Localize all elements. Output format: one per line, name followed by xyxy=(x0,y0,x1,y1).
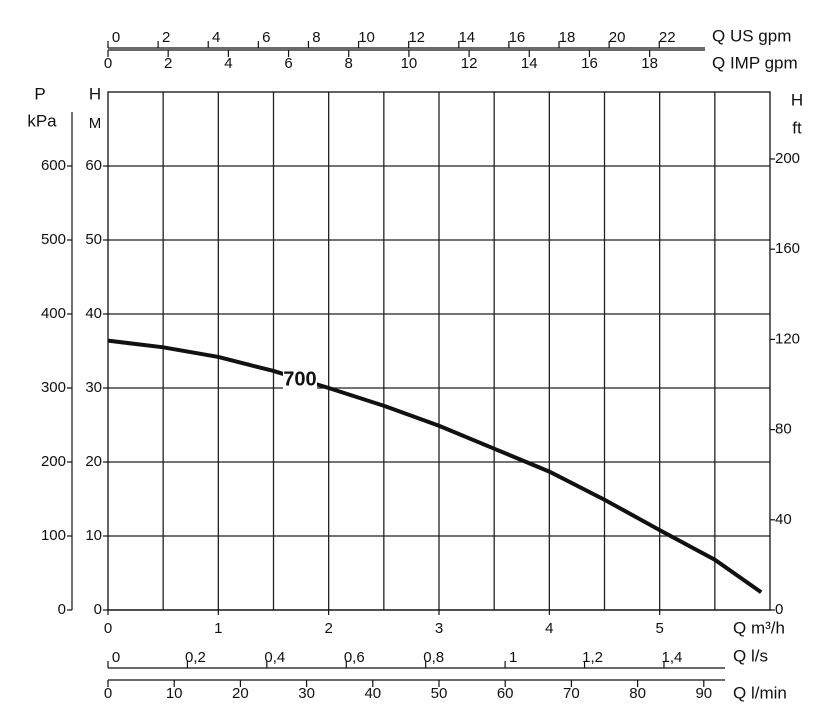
x-tick-label: 0 xyxy=(104,620,112,637)
x-tick-label: 3 xyxy=(435,620,443,637)
flow-tick-label: 12 xyxy=(461,55,478,72)
x-tick-label: 5 xyxy=(655,620,663,637)
flow-tick-label: 60 xyxy=(497,685,514,702)
flow-axis-label: Q l/min xyxy=(733,683,787,702)
y-label: H xyxy=(89,84,101,103)
pressure-tick-label: 200 xyxy=(41,453,66,470)
y2-tick-label: 120 xyxy=(775,330,800,347)
y-tick-label: 60 xyxy=(85,157,102,174)
flow-tick-label: 70 xyxy=(563,685,580,702)
y2-tick-label: 80 xyxy=(775,421,792,438)
flow-tick-label: 14 xyxy=(458,29,475,46)
flow-tick-label: 18 xyxy=(641,55,658,72)
flow-tick-label: 90 xyxy=(695,685,712,702)
pressure-tick-label: 500 xyxy=(41,231,66,248)
x-tick-label: 2 xyxy=(324,620,332,637)
flow-tick-label: 1,2 xyxy=(582,649,603,666)
flow-tick-label: 16 xyxy=(581,55,598,72)
flow-tick-label: 0,4 xyxy=(264,649,285,666)
flow-axis-label: Q IMP gpm xyxy=(712,53,798,72)
flow-tick-label: 22 xyxy=(659,29,676,46)
y-tick-label: 20 xyxy=(85,453,102,470)
flow-tick-label: 10 xyxy=(358,29,375,46)
flow-tick-label: 30 xyxy=(298,685,315,702)
flow-tick-label: 0,2 xyxy=(185,649,206,666)
flow-tick-label: 1 xyxy=(509,649,517,666)
flow-tick-label: 0 xyxy=(104,55,112,72)
flow-tick-label: 0,6 xyxy=(344,649,365,666)
flow-tick-label: 0 xyxy=(112,29,120,46)
pressure-tick-label: 100 xyxy=(41,527,66,544)
x-label: Q m³/h xyxy=(733,618,785,637)
flow-tick-label: 0,8 xyxy=(423,649,444,666)
x-tick-label: 4 xyxy=(545,620,553,637)
flow-tick-label: 2 xyxy=(164,55,172,72)
flow-tick-label: 2 xyxy=(162,29,170,46)
y-tick-label: 50 xyxy=(85,231,102,248)
pressure-tick-label: 400 xyxy=(41,305,66,322)
flow-tick-label: 80 xyxy=(629,685,646,702)
y-tick-label: 40 xyxy=(85,305,102,322)
y2-unit: ft xyxy=(792,118,802,137)
pressure-tick-label: 0 xyxy=(58,601,66,618)
flow-tick-label: 4 xyxy=(224,55,232,72)
flow-tick-label: 8 xyxy=(312,29,320,46)
flow-tick-label: 6 xyxy=(262,29,270,46)
x-tick-label: 1 xyxy=(214,620,222,637)
y2-tick-label: 0 xyxy=(775,601,783,618)
curve-label-bg xyxy=(282,367,317,392)
y-unit: M xyxy=(89,115,102,132)
flow-tick-label: 20 xyxy=(609,29,626,46)
flow-tick-label: 0 xyxy=(112,649,120,666)
curve-label: 700 xyxy=(283,368,316,390)
y-tick-label: 0 xyxy=(94,601,102,618)
pressure-tick-label: 600 xyxy=(41,157,66,174)
flow-tick-label: 40 xyxy=(364,685,381,702)
pressure-label: P xyxy=(34,84,45,103)
pressure-tick-label: 300 xyxy=(41,379,66,396)
y2-tick-label: 160 xyxy=(775,240,800,257)
flow-tick-label: 20 xyxy=(232,685,249,702)
flow-tick-label: 18 xyxy=(559,29,576,46)
flow-tick-label: 50 xyxy=(431,685,448,702)
y-tick-label: 10 xyxy=(85,527,102,544)
y2-tick-label: 40 xyxy=(775,511,792,528)
flow-tick-label: 0 xyxy=(104,685,112,702)
y2-label: H xyxy=(791,90,803,109)
flow-tick-label: 16 xyxy=(509,29,526,46)
flow-tick-label: 14 xyxy=(521,55,538,72)
flow-tick-label: 10 xyxy=(166,685,183,702)
curve xyxy=(107,338,763,594)
flow-tick-label: 10 xyxy=(401,55,418,72)
flow-tick-label: 12 xyxy=(408,29,425,46)
flow-tick-label: 8 xyxy=(345,55,353,72)
flow-tick-label: 6 xyxy=(284,55,292,72)
flow-axis-label: Q l/s xyxy=(733,646,768,665)
y-tick-label: 30 xyxy=(85,379,102,396)
flow-tick-label: 1,4 xyxy=(662,649,683,666)
flow-tick-label: 4 xyxy=(212,29,220,46)
pressure-unit: kPa xyxy=(27,111,57,130)
y2-tick-label: 200 xyxy=(775,150,800,167)
flow-axis-label: Q US gpm xyxy=(712,26,791,45)
